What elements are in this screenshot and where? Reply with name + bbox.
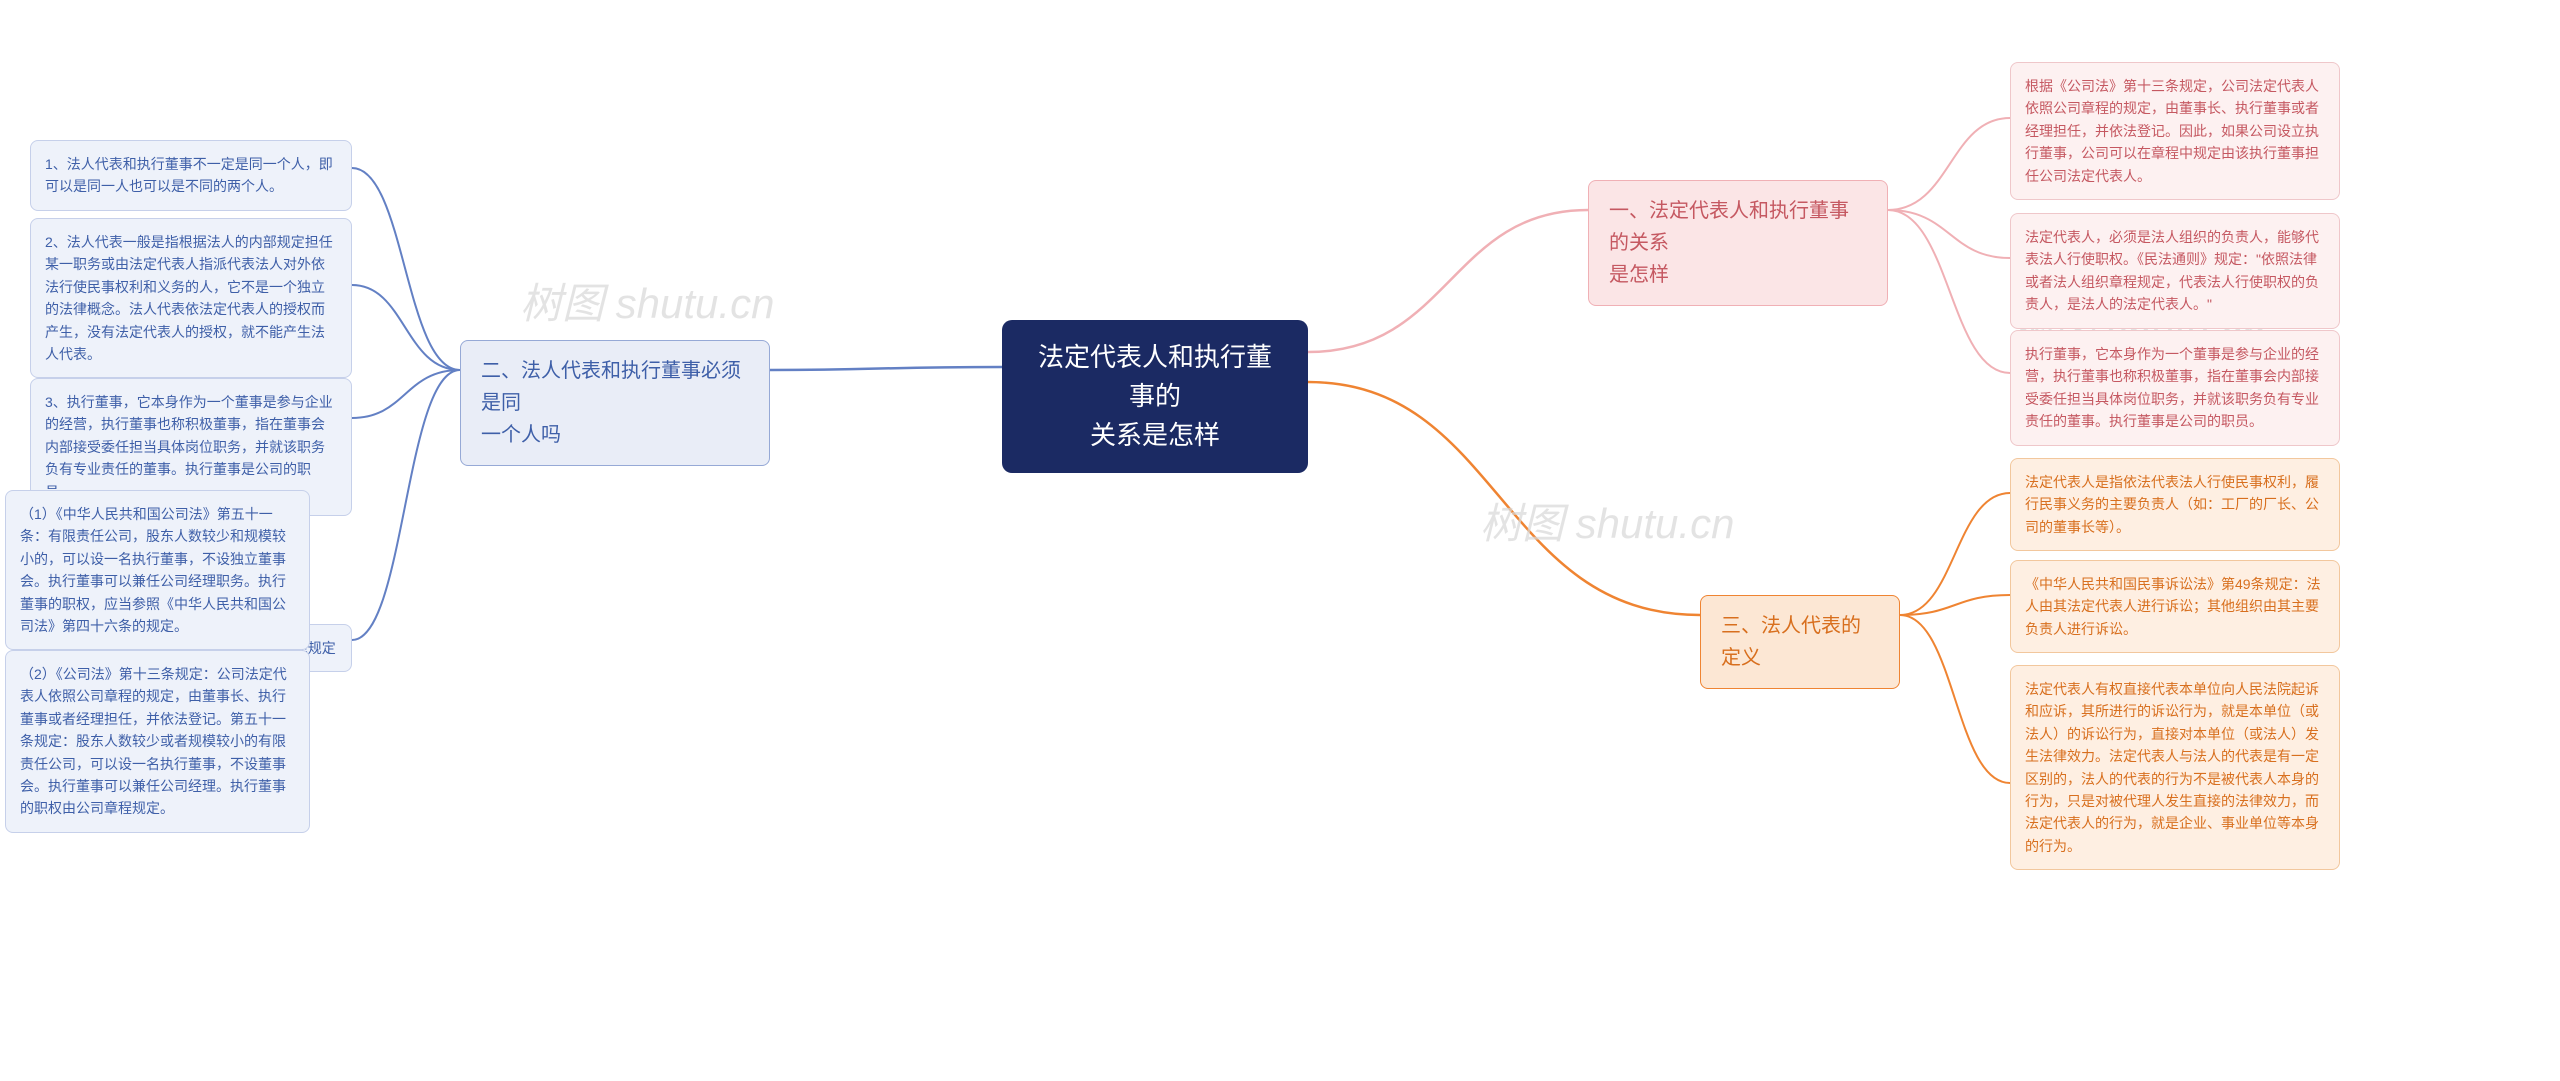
branch-1-item-1: 根据《公司法》第十三条规定，公司法定代表人依照公司章程的规定，由董事长、执行董事… [2010, 62, 2340, 200]
branch-1: 一、法定代表人和执行董事的关系是怎样 [1588, 180, 1888, 306]
branch-2: 二、法人代表和执行董事必须是同一个人吗 [460, 340, 770, 466]
branch-2-item-1: 1、法人代表和执行董事不一定是同一个人，即可以是同一人也可以是不同的两个人。 [30, 140, 352, 211]
branch-3: 三、法人代表的定义 [1700, 595, 1900, 689]
branch-3-item-2: 《中华人民共和国民事诉讼法》第49条规定：法人由其法定代表人进行诉讼；其他组织由… [2010, 560, 2340, 653]
branch-1-item-3: 执行董事，它本身作为一个董事是参与企业的经营，执行董事也称积极董事，指在董事会内… [2010, 330, 2340, 446]
watermark: 树图 shutu.cn [1480, 490, 1734, 551]
branch-3-item-1: 法定代表人是指依法代表法人行使民事权利，履行民事义务的主要负责人（如：工厂的厂长… [2010, 458, 2340, 551]
branch-3-item-3: 法定代表人有权直接代表本单位向人民法院起诉和应诉，其所进行的诉讼行为，就是本单位… [2010, 665, 2340, 870]
mindmap-canvas: { "canvas": { "width": 2560, "height": 1… [0, 0, 2560, 1081]
branch-1-item-2: 法定代表人，必须是法人组织的负责人，能够代表法人行使职权。《民法通则》规定："依… [2010, 213, 2340, 329]
branch-2-item-4-sub-1: （1）《中华人民共和国公司法》第五十一条：有限责任公司，股东人数较少和规模较小的… [5, 490, 310, 650]
watermark: 树图 shutu.cn [520, 270, 774, 331]
branch-2-item-4-sub-2: （2）《公司法》第十三条规定：公司法定代表人依照公司章程的规定，由董事长、执行董… [5, 650, 310, 833]
branch-2-item-2: 2、法人代表一般是指根据法人的内部规定担任某一职务或由法定代表人指派代表法人对外… [30, 218, 352, 378]
center-topic: 法定代表人和执行董事的关系是怎样 [1002, 320, 1308, 473]
